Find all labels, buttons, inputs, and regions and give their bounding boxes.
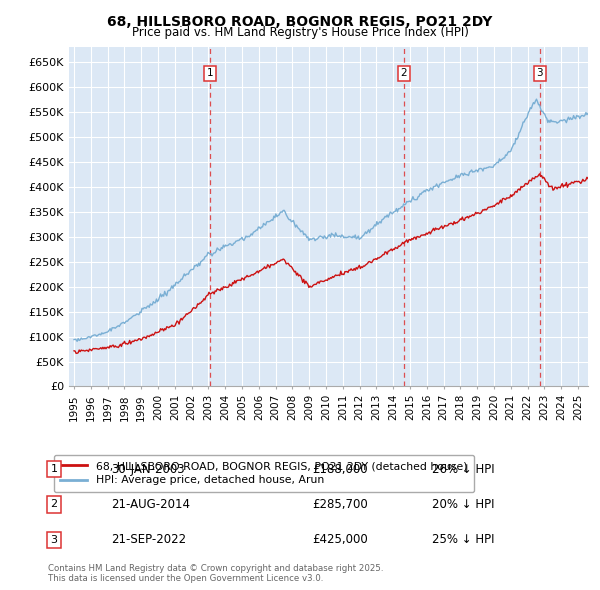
Text: Price paid vs. HM Land Registry's House Price Index (HPI): Price paid vs. HM Land Registry's House … [131, 26, 469, 39]
Text: £425,000: £425,000 [312, 533, 368, 546]
Text: 1: 1 [50, 464, 58, 474]
Text: 2: 2 [50, 500, 58, 509]
Text: 26% ↓ HPI: 26% ↓ HPI [432, 463, 494, 476]
Text: 30-JAN-2003: 30-JAN-2003 [111, 463, 185, 476]
Text: 21-AUG-2014: 21-AUG-2014 [111, 498, 190, 511]
Text: £285,700: £285,700 [312, 498, 368, 511]
Text: 25% ↓ HPI: 25% ↓ HPI [432, 533, 494, 546]
Text: 20% ↓ HPI: 20% ↓ HPI [432, 498, 494, 511]
Legend: 68, HILLSBORO ROAD, BOGNOR REGIS, PO21 2DY (detached house), HPI: Average price,: 68, HILLSBORO ROAD, BOGNOR REGIS, PO21 2… [53, 455, 474, 492]
Text: 1: 1 [206, 68, 213, 78]
Text: 2: 2 [401, 68, 407, 78]
Text: 3: 3 [536, 68, 543, 78]
Text: 3: 3 [50, 535, 58, 545]
Text: 68, HILLSBORO ROAD, BOGNOR REGIS, PO21 2DY: 68, HILLSBORO ROAD, BOGNOR REGIS, PO21 2… [107, 15, 493, 29]
Text: Contains HM Land Registry data © Crown copyright and database right 2025.
This d: Contains HM Land Registry data © Crown c… [48, 563, 383, 583]
Text: 21-SEP-2022: 21-SEP-2022 [111, 533, 186, 546]
Text: £188,000: £188,000 [312, 463, 368, 476]
